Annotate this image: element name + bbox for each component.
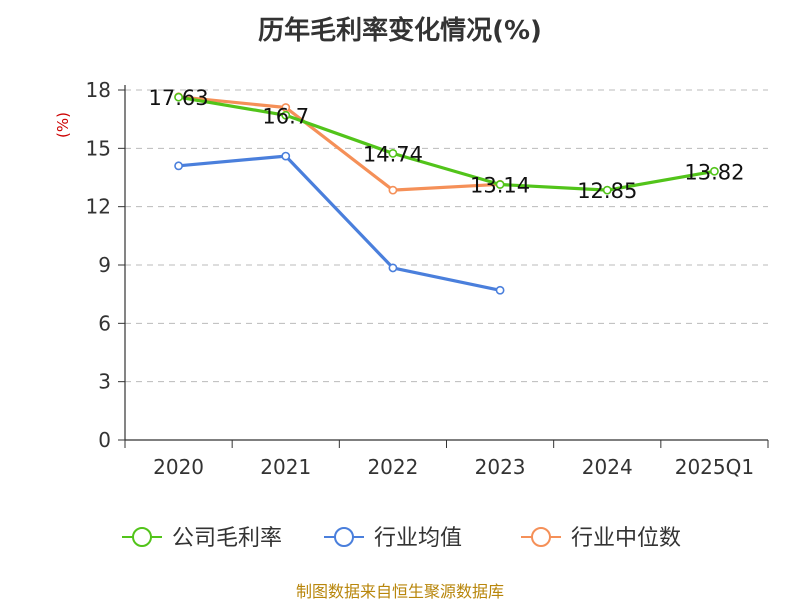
data-label-layer: 17.63 16.7 14.74 13.14 12.85 13.82 [149, 86, 745, 203]
footer-source-note: 制图数据来自恒生聚源数据库 [295, 582, 504, 601]
legend-label: 公司毛利率 [172, 526, 282, 551]
data-point [388, 185, 398, 195]
legend-marker [531, 527, 551, 547]
data-point [281, 151, 291, 161]
data-point [710, 166, 719, 176]
data-point [602, 185, 612, 195]
grid-layer [125, 89, 768, 383]
legend-marker [334, 527, 354, 547]
series-line [178, 95, 501, 192]
y-tick-label: 3 [98, 370, 111, 394]
y-tick-label: 6 [98, 311, 111, 335]
data-label: 13.14 [470, 174, 530, 198]
y-tick-label: 18 [86, 78, 111, 102]
data-label: 17.63 [149, 86, 209, 110]
x-tick-label: 2021 [260, 455, 311, 479]
y-tick-label: 9 [98, 253, 111, 277]
data-label: 16.7 [262, 104, 309, 128]
data-label: 14.74 [363, 142, 423, 166]
data-point [495, 285, 505, 295]
data-point [174, 92, 183, 102]
x-tick-label: 2025Q1 [675, 455, 754, 479]
series-line [178, 154, 501, 292]
y-tick-label: 0 [98, 428, 111, 452]
series-layer [174, 92, 719, 295]
legend: 公司毛利率 行业均值 行业中位数 [122, 526, 681, 551]
data-point [495, 180, 505, 189]
data-point [388, 263, 398, 273]
legend-label: 行业中位数 [571, 526, 681, 551]
x-tick-label: 2022 [367, 455, 418, 479]
x-tick-label: 2020 [153, 455, 204, 479]
legend-marker [132, 527, 152, 547]
y-tick-label: 15 [86, 136, 111, 160]
x-tick-label: 2023 [475, 455, 526, 479]
data-point [388, 148, 398, 158]
data-label: 13.82 [684, 160, 744, 184]
x-tick-label: 2024 [582, 455, 633, 479]
data-point [174, 161, 183, 171]
data-label: 12.85 [577, 179, 637, 203]
series-line [178, 95, 715, 192]
chart-title: 历年毛利率变化情况(%) [258, 16, 542, 46]
legend-label: 行业均值 [374, 526, 462, 551]
y-tick-label: 12 [86, 195, 111, 219]
y-axis-unit-label: (%) [54, 112, 72, 138]
axis-layer: 0 3 6 9 12 15 18 2020 2021 2022 2023 2024 2025Q1 [86, 78, 769, 479]
data-point [281, 110, 291, 120]
